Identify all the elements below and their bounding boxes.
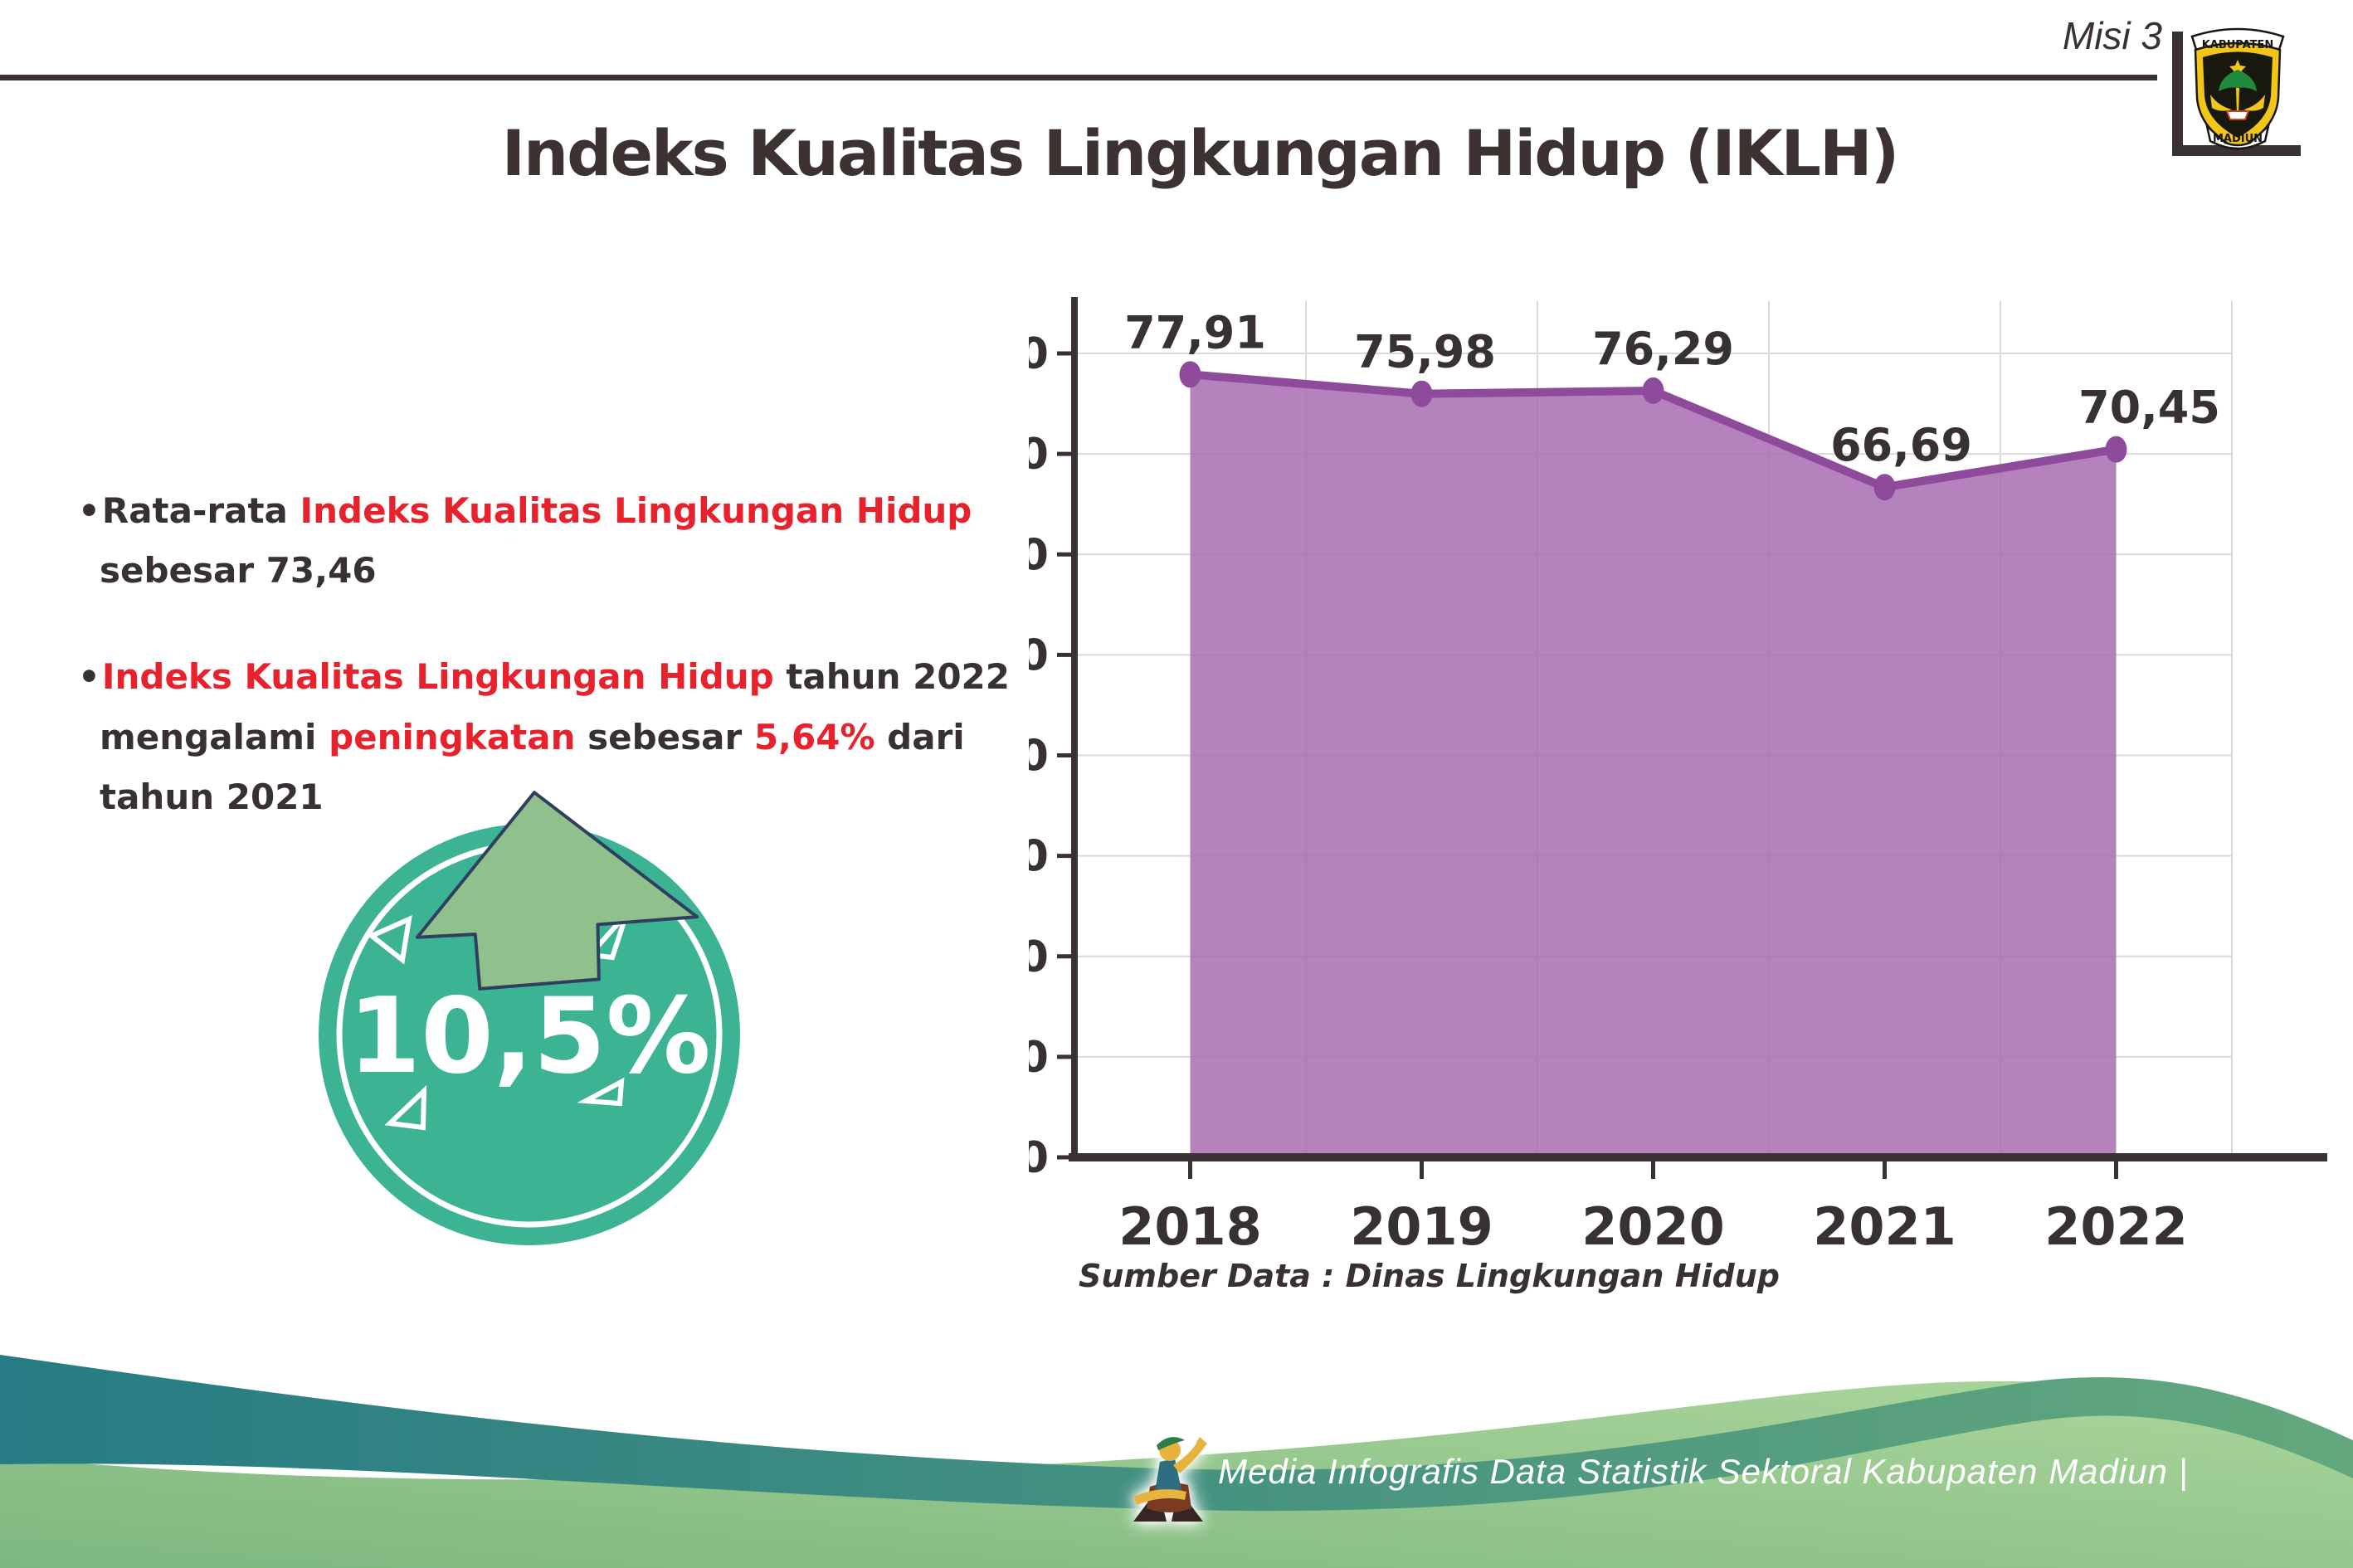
svg-text:2020: 2020: [1581, 1196, 1725, 1257]
logo-frame-vertical: [2172, 32, 2183, 156]
x-axis-labels: 2018 2019 2020 2021 2022: [1118, 1196, 2188, 1257]
chart-source-note: Sumber Data : Dinas Lingkungan Hidup: [1079, 1258, 1780, 1294]
svg-text:75,98: 75,98: [1354, 326, 1496, 378]
svg-text:66,69: 66,69: [1830, 419, 1972, 471]
svg-text:50: 50: [1029, 631, 1049, 680]
badge-value: 10,5%: [348, 975, 710, 1097]
svg-text:77,91: 77,91: [1124, 306, 1266, 358]
data-markers: [1179, 361, 2127, 501]
svg-text:20: 20: [1029, 933, 1049, 982]
svg-text:40: 40: [1029, 732, 1049, 782]
iklh-area-chart: 0 10 20 30 40 50 60 70 80 2018 2019 2020 2021 2022 77,…: [1029, 297, 2327, 1257]
footer-credit: Media Infografis Data Statistik Sektoral…: [1218, 1452, 2189, 1491]
page-title: Indeks Kualitas Lingkungan Hidup (IKLH): [501, 116, 1900, 190]
shield-icon: KABUPATEN MADIUN: [2190, 27, 2285, 151]
chart-axes: [1057, 297, 2327, 1179]
svg-text:10: 10: [1029, 1033, 1049, 1083]
header-rule: [0, 75, 2157, 80]
svg-text:2022: 2022: [2044, 1196, 2188, 1257]
key-findings-list: •Rata-rata Indeks Kualitas Lingkungan Hi…: [78, 481, 1082, 874]
footer-teal-wave: [0, 1355, 2353, 1512]
logo-frame-horizontal: [2172, 145, 2301, 156]
svg-text:2018: 2018: [1118, 1196, 1262, 1257]
plain-text: mengalami: [100, 716, 329, 757]
increase-badge: 10,5%: [319, 791, 740, 1245]
highlight-text: 5,64%: [753, 716, 875, 757]
kabupaten-madiun-logo: KABUPATEN MADIUN: [2172, 27, 2301, 156]
logo-bottom-banner-text: MADIUN: [2213, 133, 2263, 145]
logo-top-banner-text: KABUPATEN: [2202, 39, 2274, 51]
y-axis-labels: 0 10 20 30 40 50 60 70 80: [1029, 329, 1049, 1183]
bullet-item-2: •Indeks Kualitas Lingkungan Hidup tahun …: [78, 647, 1082, 827]
svg-text:0: 0: [1029, 1133, 1049, 1183]
plain-text: tahun 2022: [773, 656, 1010, 698]
svg-text:70: 70: [1029, 430, 1049, 480]
bullet-marker: •: [78, 656, 100, 698]
bullet-item-1: •Rata-rata Indeks Kualitas Lingkungan Hi…: [78, 481, 1082, 601]
plain-text: dari: [874, 716, 965, 757]
plain-text: tahun 2021: [100, 776, 324, 817]
plain-text: sebesar: [575, 716, 754, 757]
svg-text:76,29: 76,29: [1592, 323, 1734, 375]
badge-spark-triangles: [367, 912, 629, 1131]
highlight-text: Indeks Kualitas Lingkungan Hidup: [101, 656, 774, 698]
area-fill: [1190, 374, 2117, 1157]
bullet-marker: •: [78, 490, 100, 531]
dancer-mascot-icon: [1133, 1437, 1207, 1522]
up-arrow-icon: [415, 791, 699, 991]
svg-text:60: 60: [1029, 530, 1049, 580]
highlight-text: peningkatan: [329, 716, 576, 757]
svg-text:2021: 2021: [1813, 1196, 1956, 1257]
plain-text: sebesar 73,46: [100, 550, 377, 592]
misi-label: Misi 3: [2062, 14, 2162, 57]
svg-text:30: 30: [1029, 832, 1049, 882]
plain-text: Rata-rata: [101, 490, 300, 531]
svg-text:70,45: 70,45: [2078, 382, 2220, 434]
svg-text:80: 80: [1029, 329, 1049, 379]
highlight-text: Indeks Kualitas Lingkungan Hidup: [300, 490, 972, 531]
data-labels: 77,91 75,98 76,29 66,69 70,45: [1124, 306, 2220, 471]
svg-text:2019: 2019: [1350, 1196, 1493, 1257]
